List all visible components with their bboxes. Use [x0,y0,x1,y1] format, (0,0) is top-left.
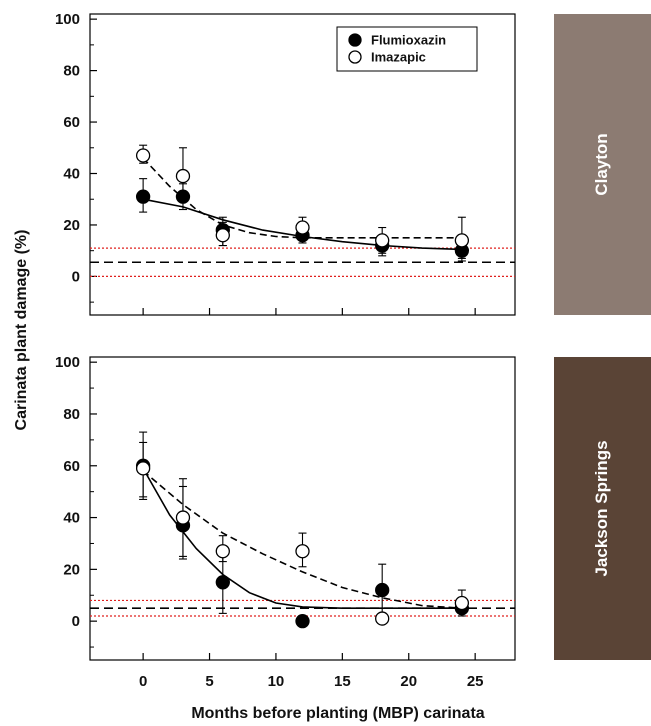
fit-curve-imazapic [142,157,462,239]
point-imazapic [295,544,310,559]
panels: Clayton020406080100FlumioxazinImazapicJa… [55,11,651,690]
legend-marker-flumioxazin [348,33,362,47]
y-tick-label: 80 [63,63,80,80]
point-imazapic [135,148,151,163]
y-axis-title: Carinata plant damage (%) [13,230,30,431]
y-tick-label: 60 [63,458,80,475]
x-tick-label: 15 [334,673,351,690]
y-tick-label: 100 [55,354,80,371]
panel-bottom: Jackson Springs 0 20 40 60 80 100 0 5 10 15 20 25 [55,354,651,690]
panel-top: Clayton 0 20 40 60 80 100 Flumioxazin Imazapic [55,11,651,316]
point-imazapic [215,544,230,559]
x-tick-label: 10 [268,673,285,690]
legend-label: Flumioxazin [371,33,446,48]
x-tick-label: 5 [205,673,213,690]
point-imazapic [215,228,230,243]
point-imazapic [375,611,390,626]
point-imazapic [175,510,191,525]
site-label: Clayton [592,133,611,195]
site-label: Jackson Springs [592,440,611,576]
point-flumioxazin [215,575,230,590]
fit-curve-imazapic [142,470,462,609]
legend-marker-imazapic [348,50,362,64]
y-tick-label: 0 [72,268,80,285]
y-tick-label: 100 [55,11,80,28]
point-imazapic [454,233,470,248]
x-tick-label: 0 [139,673,147,690]
x-axis-title: Months before planting (MBP) carinata [191,705,484,722]
point-imazapic [375,233,390,248]
point-flumioxazin [135,189,151,204]
point-flumioxazin [375,582,390,598]
y-tick-label: 80 [63,406,80,423]
y-tick-label: 20 [63,561,80,578]
y-tick-label: 60 [63,114,80,131]
y-tick-label: 40 [63,510,80,527]
point-imazapic [135,461,151,476]
point-flumioxazin [295,614,310,629]
point-imazapic [175,168,191,184]
plot-frame [89,13,516,316]
x-tick-label: 25 [467,673,484,690]
point-imazapic [295,220,310,235]
y-tick-label: 40 [63,166,80,183]
plot-frame [89,356,516,661]
y-tick-label: 0 [72,613,80,630]
legend-box [336,26,478,72]
x-tick-label: 20 [400,673,417,690]
y-tick-label: 20 [63,217,80,234]
point-imazapic [454,595,470,611]
legend-label: Imazapic [371,50,426,65]
site-label-box [554,14,651,315]
site-label-box [554,357,651,660]
fit-curve-flumioxazin [142,468,462,610]
